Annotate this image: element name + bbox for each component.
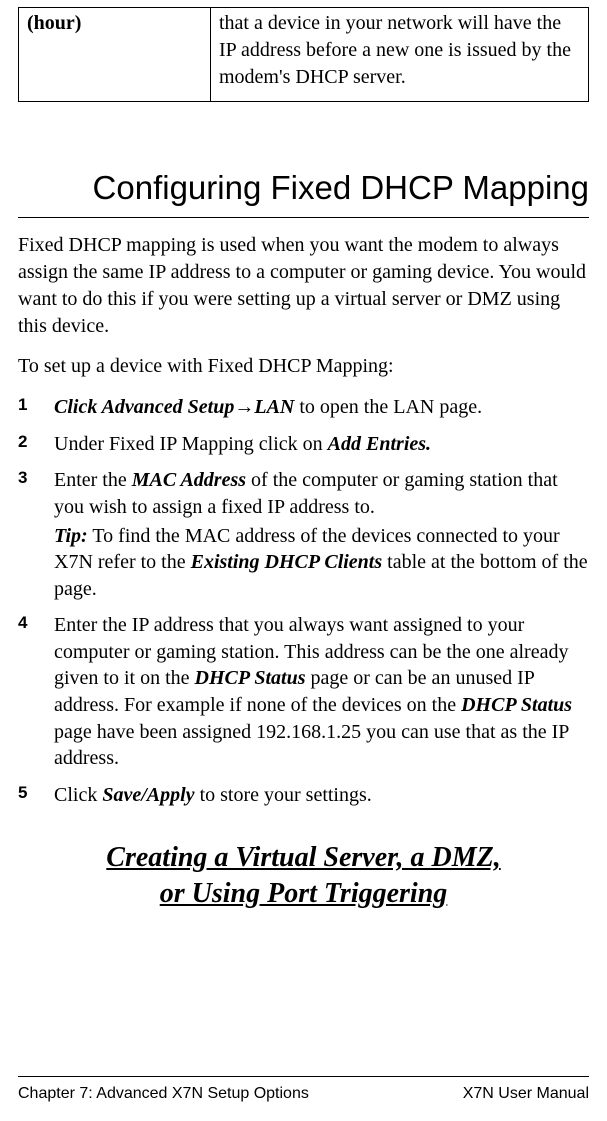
tip-bold: Existing DHCP Clients bbox=[191, 551, 383, 573]
page-title: Configuring Fixed DHCP Mapping bbox=[18, 162, 589, 213]
step-number: 5 bbox=[18, 782, 27, 805]
step-1: 1 Click Advanced Setup→LAN to open the L… bbox=[18, 394, 589, 421]
step-text: page have been assigned 192.168.1.25 you… bbox=[54, 721, 569, 770]
step-bold: Save/Apply bbox=[102, 784, 194, 806]
step-bold: Click Advanced Setup bbox=[54, 396, 234, 418]
page-footer: Chapter 7: Advanced X7N Setup Options X7… bbox=[18, 1076, 589, 1103]
table-fragment: (hour) that a device in your network wil… bbox=[18, 7, 589, 102]
step-bold: LAN bbox=[254, 396, 294, 418]
tip-label: Tip: bbox=[54, 525, 88, 547]
step-text: Enter the bbox=[54, 469, 132, 491]
step-number: 3 bbox=[18, 467, 27, 490]
step-bold: DHCP Status bbox=[195, 667, 306, 689]
table-right-cell: that a device in your network will have … bbox=[211, 8, 589, 102]
step-5: 5 Click Save/Apply to store your setting… bbox=[18, 782, 589, 809]
step-text: to store your settings. bbox=[195, 784, 372, 806]
lead-paragraph: To set up a device with Fixed DHCP Mappi… bbox=[18, 353, 589, 380]
step-number: 1 bbox=[18, 394, 27, 417]
step-number: 2 bbox=[18, 431, 27, 454]
step-bold: MAC Address bbox=[132, 469, 246, 491]
footer-right: X7N User Manual bbox=[463, 1085, 589, 1103]
heading-line-2: or Using Port Triggering bbox=[160, 878, 448, 909]
footer-left: Chapter 7: Advanced X7N Setup Options bbox=[18, 1085, 309, 1103]
arrow-icon: → bbox=[234, 396, 254, 418]
intro-paragraph: Fixed DHCP mapping is used when you want… bbox=[18, 232, 589, 339]
step-bold: Add Entries. bbox=[328, 433, 431, 455]
steps-list: 1 Click Advanced Setup→LAN to open the L… bbox=[18, 394, 589, 808]
step-text: to open the LAN page. bbox=[294, 396, 482, 418]
step-text: Under Fixed IP Mapping click on bbox=[54, 433, 328, 455]
step-text: Click bbox=[54, 784, 102, 806]
tip-block: Tip: To find the MAC address of the devi… bbox=[54, 523, 589, 603]
table-left-cell: (hour) bbox=[19, 8, 211, 102]
step-bold: DHCP Status bbox=[461, 694, 572, 716]
step-3: 3 Enter the MAC Address of the computer … bbox=[18, 467, 589, 602]
heading-line-1: Creating a Virtual Server, a DMZ, bbox=[106, 842, 500, 873]
step-number: 4 bbox=[18, 612, 27, 635]
step-4: 4 Enter the IP address that you always w… bbox=[18, 612, 589, 772]
step-2: 2 Under Fixed IP Mapping click on Add En… bbox=[18, 431, 589, 458]
title-rule bbox=[18, 217, 589, 218]
section-heading: Creating a Virtual Server, a DMZ, or Usi… bbox=[18, 840, 589, 912]
